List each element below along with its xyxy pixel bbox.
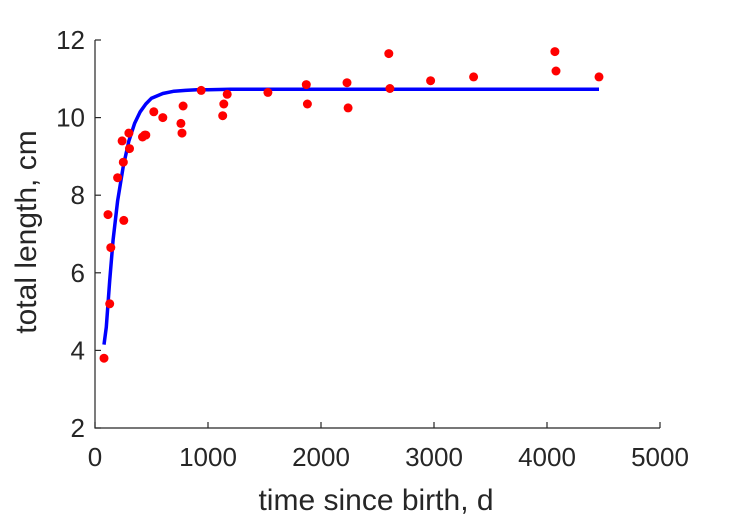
data-point (385, 84, 395, 93)
data-point (196, 85, 206, 95)
y-tick-label: 10 (56, 103, 85, 133)
data-point (594, 72, 604, 82)
data-point (302, 99, 312, 109)
y-tick-label: 6 (71, 258, 85, 288)
y-axis-ticks: 2 4 6 8 10 12 (56, 25, 101, 443)
data-point (222, 89, 232, 99)
data-point (426, 76, 436, 86)
x-tick-label: 3000 (405, 442, 463, 472)
data-point (103, 210, 113, 220)
data-point (117, 136, 127, 146)
x-tick-label: 2000 (292, 442, 350, 472)
data-point (106, 243, 116, 253)
y-tick-label: 12 (56, 25, 85, 55)
x-axis-label: time since birth, d (258, 484, 493, 517)
fit-line (102, 87, 599, 345)
data-point (551, 66, 561, 76)
data-point (125, 144, 134, 154)
data-point (178, 101, 188, 111)
data-point (263, 87, 273, 97)
x-tick-label: 0 (88, 442, 102, 472)
data-point (113, 173, 123, 183)
axes-frame (94, 40, 660, 429)
data-point (219, 99, 229, 109)
data-point (124, 128, 134, 138)
data-point (384, 49, 394, 59)
x-axis-ticks: 0 1000 2000 3000 4000 5000 (88, 422, 689, 472)
data-point (105, 299, 115, 309)
data-point (301, 80, 311, 90)
y-tick-label: 8 (71, 180, 85, 210)
y-tick-label: 4 (71, 335, 85, 365)
data-point (149, 107, 159, 117)
y-axis-label: total length, cm (10, 130, 43, 333)
data-point (343, 103, 353, 113)
data-point (99, 353, 109, 363)
data-point (176, 118, 186, 128)
data-point (119, 215, 129, 225)
data-point (177, 128, 187, 138)
data-point (469, 72, 479, 82)
x-tick-label: 4000 (518, 442, 576, 472)
data-point (550, 47, 560, 57)
data-point (141, 130, 151, 140)
x-tick-label: 5000 (631, 442, 689, 472)
y-tick-label: 2 (71, 413, 85, 443)
x-tick-label: 1000 (179, 442, 237, 472)
data-point (158, 113, 168, 123)
fit-curve-layer (102, 87, 599, 345)
data-point (118, 157, 128, 167)
data-point (218, 111, 228, 121)
data-points-layer (99, 47, 604, 363)
data-point (342, 78, 352, 88)
